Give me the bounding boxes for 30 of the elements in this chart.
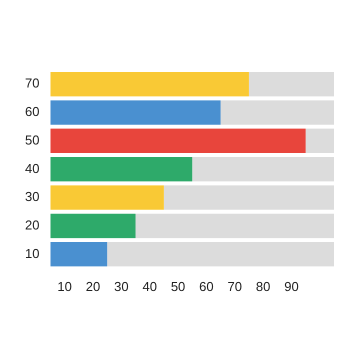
- x-tick-label: 20: [86, 278, 100, 294]
- bar: [192, 157, 334, 182]
- x-tick-label: 30: [114, 278, 129, 294]
- bar: [220, 100, 334, 125]
- bar: [248, 72, 334, 96]
- y-tick-label: 60: [24, 104, 40, 120]
- x-tick-label: 60: [199, 278, 214, 294]
- y-tick-label: 10: [24, 246, 40, 261]
- x-tick-label: 10: [57, 278, 72, 294]
- bar: [50, 128, 306, 154]
- bar: [50, 185, 164, 210]
- x-tick-label: 70: [228, 278, 242, 294]
- bar: [50, 72, 249, 96]
- x-tick-label: 40: [142, 278, 157, 294]
- bar: [107, 242, 334, 266]
- x-tick-label: 80: [256, 278, 270, 294]
- x-tick-label: 90: [284, 278, 299, 294]
- x-tick-label: 50: [170, 278, 186, 294]
- bar: [50, 100, 221, 125]
- bar: [50, 242, 108, 266]
- y-tick-label: 50: [24, 132, 40, 148]
- y-tick-label: 70: [24, 76, 40, 91]
- bar: [50, 214, 136, 238]
- bar: [50, 157, 192, 182]
- bar: [164, 185, 334, 210]
- y-tick-label: 40: [24, 160, 40, 176]
- y-tick-label: 30: [24, 189, 40, 204]
- y-tick-label: 20: [24, 217, 40, 232]
- bar: [136, 214, 334, 238]
- bar: [306, 128, 334, 154]
